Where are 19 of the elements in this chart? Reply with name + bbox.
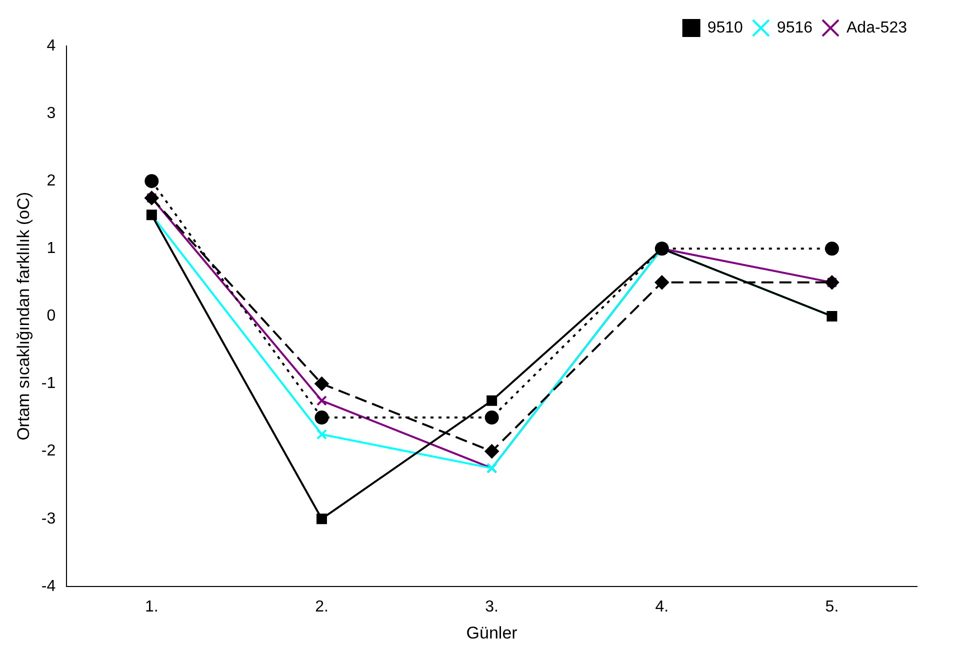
y-tick-label: -4 (41, 578, 56, 595)
legend-label: 9510 (707, 19, 744, 36)
y-tick-label: -2 (41, 442, 56, 460)
y-tick-label: 0 (46, 308, 56, 325)
x-axis-title: Günler (466, 623, 518, 642)
y-tick-label: -1 (41, 375, 56, 392)
x-tick-label: 4. (655, 598, 669, 616)
legend-label: Ada-523 (846, 19, 908, 36)
x-tick-label: 3. (485, 598, 498, 616)
y-axis-title: Ortam sıcaklığından farklılık (oC) (14, 192, 33, 440)
y-tick-label: -3 (41, 510, 56, 528)
y-tick-label: 1 (46, 240, 56, 258)
y-tick-label: 2 (46, 172, 56, 190)
x-tick-label: 5. (825, 598, 839, 616)
legend-label: 9516 (776, 19, 813, 36)
x-tick-label: 1. (144, 598, 158, 616)
y-tick-label: 3 (46, 104, 56, 122)
x-tick-label: 2. (315, 598, 328, 616)
y-tick-label: 4 (46, 37, 56, 54)
